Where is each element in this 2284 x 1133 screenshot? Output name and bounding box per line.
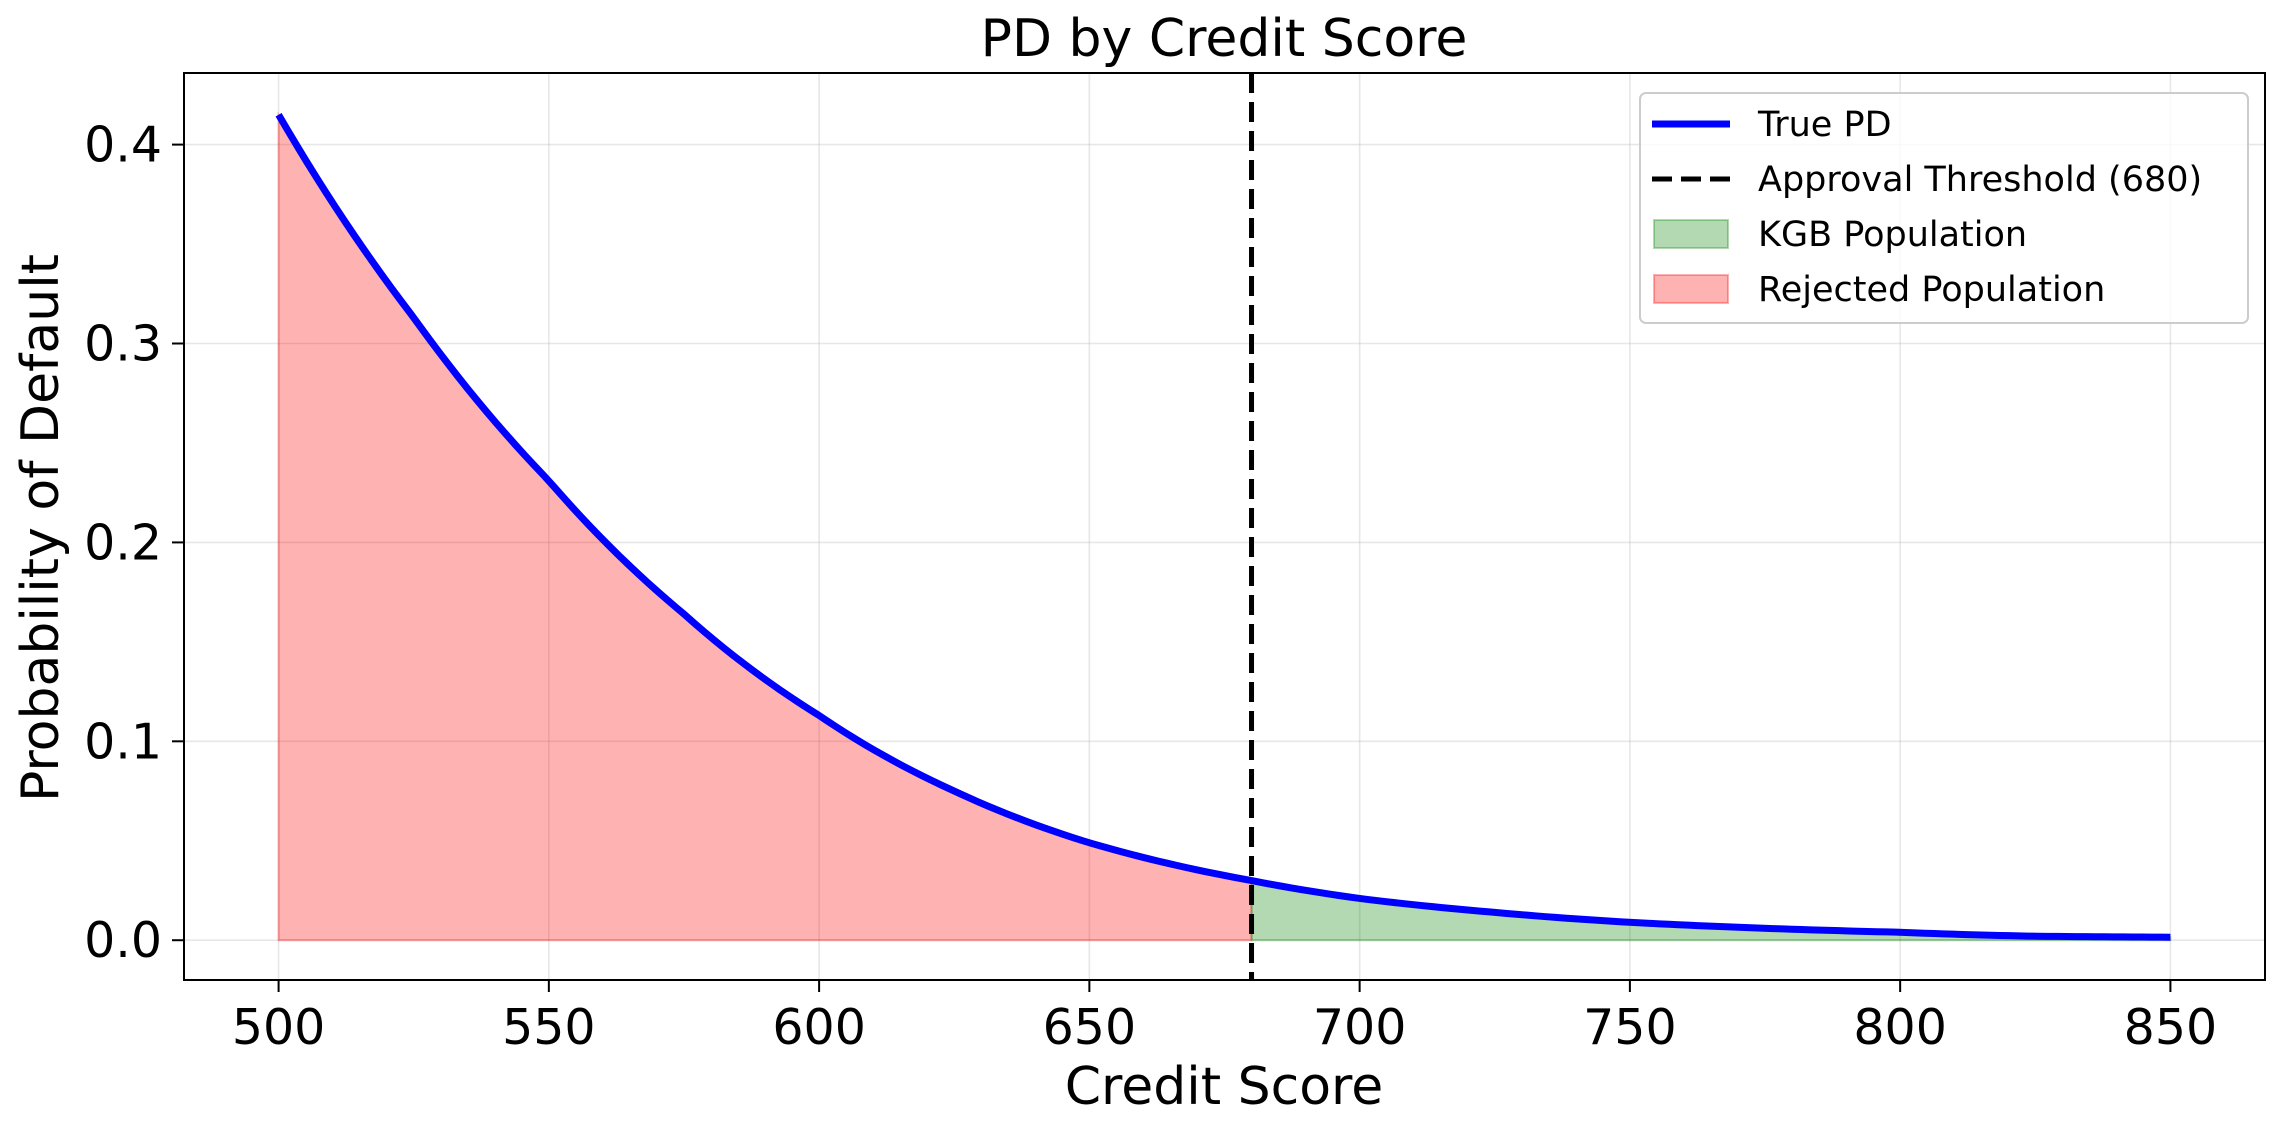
legend: True PD Approval Threshold (680) KGB Popul… (1639, 92, 2249, 324)
legend-label-2: KGB Population (1758, 215, 2027, 255)
y-tick-label-2: 0.2 (84, 514, 162, 571)
x-tick-label-7: 850 (2124, 999, 2218, 1056)
chart-title: PD by Credit Score (981, 9, 1468, 69)
y-tick-label-3: 0.3 (84, 316, 162, 373)
y-tick-label-0: 0.0 (84, 912, 162, 969)
plot-frame (183, 72, 2266, 981)
axis-ticks: 500 550 600 650 700 750 800 850 0.0 0.1 0.2 0.3 0.4 (84, 117, 2217, 1056)
series-lines (275, 113, 2171, 941)
series-line-0 (275, 113, 2171, 941)
legend-label-3: Rejected Population (1758, 270, 2105, 310)
y-tick-label-4: 0.4 (84, 117, 162, 174)
legend-swatch-3 (1653, 274, 1729, 304)
x-tick-label-1: 550 (502, 999, 596, 1056)
x-tick-label-2: 600 (772, 999, 866, 1056)
y-tick-label-1: 0.1 (84, 713, 162, 770)
x-tick-label-0: 500 (232, 999, 326, 1056)
x-tick-label-5: 750 (1583, 999, 1677, 1056)
x-tick-label-3: 650 (1043, 999, 1137, 1056)
x-tick-label-4: 700 (1313, 999, 1407, 1056)
x-axis-label: Credit Score (1065, 1057, 1384, 1117)
y-axis-label: Probability of Default (11, 254, 71, 802)
legend-frame (1639, 92, 2249, 324)
legend-swatch-2 (1653, 219, 1729, 249)
x-tick-label-6: 800 (1853, 999, 1947, 1056)
legend-label-0: True PD (1757, 105, 1892, 145)
legend-label-1: Approval Threshold (680) (1758, 160, 2202, 200)
